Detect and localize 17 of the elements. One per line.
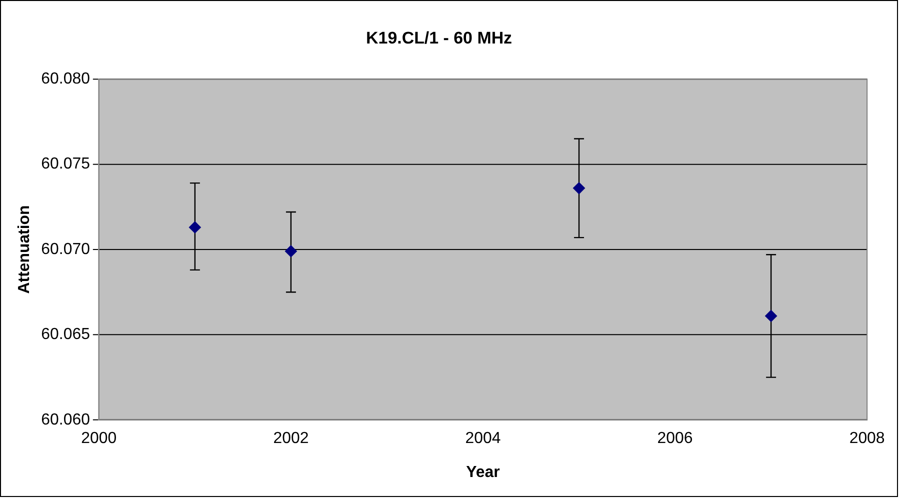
y-tick-label: 60.080	[41, 70, 90, 88]
point	[765, 310, 778, 322]
x-axis-title: Year	[466, 464, 500, 481]
x-tick-label: 2002	[273, 430, 309, 447]
y-tick-label: 60.070	[41, 240, 90, 258]
y-tick-label: 60.075	[41, 156, 90, 173]
y-tick-label: 60.065	[41, 326, 90, 344]
x-tick-label: 2008	[849, 430, 885, 447]
x-tick-label: 2006	[657, 430, 693, 447]
x-tick-label: 2000	[81, 430, 117, 447]
point	[573, 182, 585, 194]
point	[188, 221, 201, 234]
y-axis-title: Attenuation	[16, 205, 33, 294]
chart-title: K19.CL/1 - 60 MHz	[366, 28, 512, 48]
y-tick-label: 60.060	[41, 411, 90, 428]
point	[284, 245, 297, 258]
x-tick-label: 2004	[465, 430, 501, 447]
